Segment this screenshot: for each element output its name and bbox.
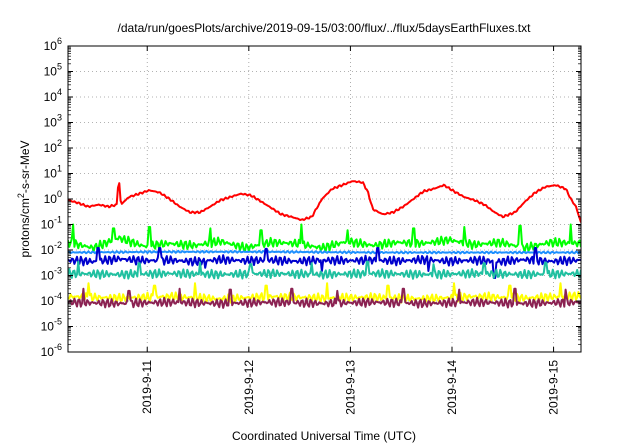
- y-tick-label: 10-3: [41, 266, 62, 283]
- x-axis-label: Coordinated Universal Time (UTC): [232, 429, 416, 443]
- series-layer: [68, 180, 581, 309]
- y-axis-label-suffix: -s-sr-MeV: [18, 140, 32, 193]
- y-tick-label: 105: [44, 62, 62, 79]
- tick-layer: 10-6 10-5 10-4 10-3 10-2 10-1 100 101 102 103 104 1…: [41, 36, 581, 415]
- series-line-0: [68, 180, 581, 223]
- series-line-6: [68, 287, 581, 309]
- x-tick-label: 2019-9-14: [445, 360, 459, 415]
- series-line-2: [68, 249, 581, 255]
- y-tick-label: 10-6: [41, 342, 62, 359]
- x-tick-label: 2019-9-15: [547, 360, 561, 415]
- series-line-5: [68, 282, 581, 305]
- x-tick-label: 2019-9-13: [343, 360, 357, 415]
- series-line-1: [68, 223, 581, 254]
- x-tick-label: 2019-9-11: [140, 360, 154, 414]
- y-tick-label: 104: [44, 87, 62, 104]
- chart-title: /data/run/goesPlots/archive/2019-09-15/0…: [118, 21, 532, 35]
- y-tick-label: 106: [44, 36, 62, 53]
- y-tick-label: 101: [44, 164, 62, 181]
- y-tick-label: 100: [44, 189, 62, 206]
- y-tick-label: 10-2: [41, 240, 62, 257]
- y-tick-label: 10-4: [41, 291, 62, 308]
- series-line-4: [68, 260, 581, 280]
- y-tick-label: 102: [44, 138, 62, 155]
- y-axis-label-prefix: protons/cm: [18, 198, 32, 257]
- y-tick-label: 10-5: [41, 317, 62, 334]
- y-axis-label-sup: 2: [16, 193, 26, 198]
- y-axis-label: protons/cm2-s-sr-MeV: [16, 140, 32, 257]
- x-tick-label: 2019-9-12: [242, 360, 256, 415]
- y-tick-label: 103: [44, 113, 62, 130]
- y-tick-label: 10-1: [41, 215, 62, 232]
